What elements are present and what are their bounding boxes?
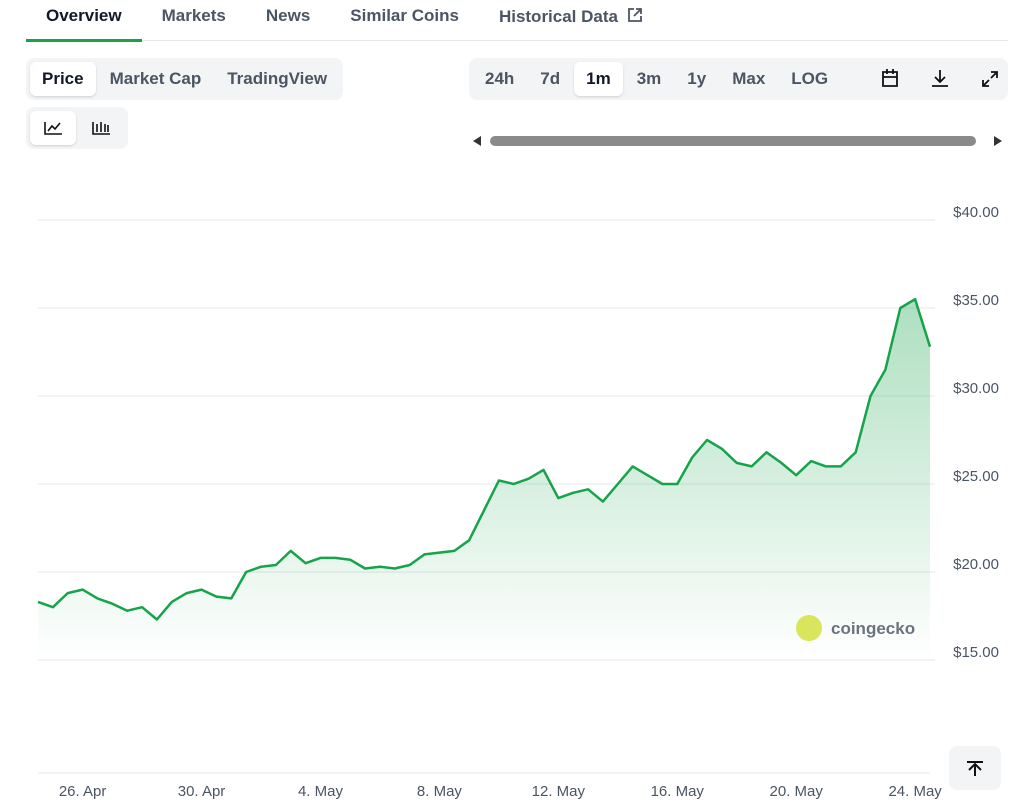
chart-kind-button[interactable]: Price — [30, 62, 96, 96]
y-tick-label: $25.00 — [953, 468, 999, 485]
x-tick-label: 8. May — [417, 783, 463, 800]
range-button[interactable]: 3m — [636, 69, 662, 88]
x-tick-label: 16. May — [651, 783, 705, 800]
range-button[interactable]: 7d — [540, 69, 561, 88]
tab[interactable]: Overview — [26, 0, 142, 42]
watermark-logo — [796, 615, 822, 641]
range-button[interactable]: LOG — [791, 69, 829, 88]
tab[interactable]: Markets — [161, 6, 226, 25]
line-chart-button[interactable] — [30, 111, 76, 145]
range-button[interactable]: 1y — [687, 69, 707, 88]
scroll-left[interactable] — [473, 136, 481, 146]
y-tick-label: $15.00 — [953, 644, 999, 661]
range-switch: 24h 7d 1m 3m 1y Max LOG — [469, 58, 1008, 100]
toolbar-icons — [882, 69, 998, 87]
price-line — [37, 297, 932, 621]
external-icon — [628, 8, 642, 22]
x-tick-label: 26. Apr — [59, 783, 107, 800]
tab-bar: Overview Markets News Similar Coins Historic… — [26, 0, 1008, 42]
icon — [44, 122, 62, 135]
icon — [92, 122, 110, 135]
chart-kind-button[interactable]: Market Cap — [109, 69, 202, 88]
scroll-right[interactable] — [994, 136, 1002, 146]
range-button[interactable]: 24h — [485, 69, 515, 88]
x-tick-label: 4. May — [298, 783, 344, 800]
x-tick-label: 20. May — [770, 783, 824, 800]
tab[interactable]: Historical Data — [479, 0, 664, 39]
y-tick-label: $40.00 — [953, 204, 999, 221]
price-area — [38, 299, 930, 660]
chart-kind-switch: Price Market Cap TradingView — [26, 58, 344, 100]
chart-style-switch — [26, 107, 128, 149]
watermark: coingecko — [831, 619, 915, 638]
x-tick-label: 24. May — [888, 783, 942, 800]
tab[interactable]: Similar Coins — [350, 6, 459, 25]
icon — [967, 761, 983, 776]
y-tick-label: $20.00 — [953, 556, 999, 573]
y-tick-label: $30.00 — [953, 380, 999, 397]
chart-kind-button[interactable]: TradingView — [227, 69, 328, 88]
tab[interactable]: News — [265, 6, 311, 25]
x-tick-label: 12. May — [532, 783, 586, 800]
calendar-icon — [882, 69, 898, 87]
y-tick-label: $35.00 — [953, 292, 999, 309]
range-button[interactable]: Max — [732, 69, 766, 88]
download-icon — [932, 70, 948, 87]
fullscreen-icon — [982, 71, 998, 87]
scroll-thumb[interactable] — [490, 136, 976, 146]
candle-chart-button[interactable] — [78, 111, 124, 145]
range-button[interactable]: 1m — [574, 62, 623, 96]
x-tick-label: 30. Apr — [178, 783, 226, 800]
